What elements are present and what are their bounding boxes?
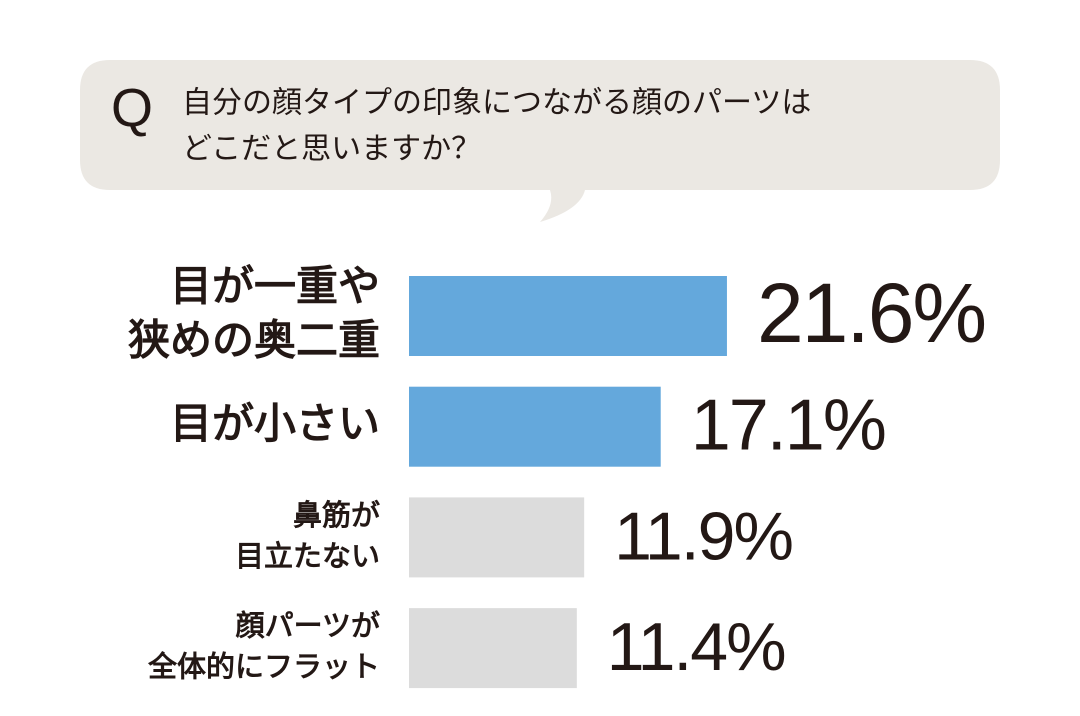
bar [409, 497, 585, 578]
value-label: 11.9% [614, 498, 792, 574]
question-line: どこだと思いますか？ [182, 132, 481, 167]
question-line: 自分の顔タイプの印象につながる顔のパーツは [182, 86, 811, 121]
value-label: 17.1% [691, 386, 885, 466]
category-label: 鼻筋が [293, 498, 380, 532]
value-label: 11.4% [607, 609, 785, 685]
category-label: 狭めの奥二重 [128, 316, 380, 365]
bar [409, 276, 727, 356]
value-label: 21.6% [757, 266, 985, 360]
speech-bubble [80, 60, 1000, 222]
bar [409, 608, 577, 689]
category-label: 目が一重や [170, 262, 380, 311]
q-mark: Q [111, 78, 153, 138]
bar [409, 386, 661, 467]
category-label: 目が小さい [170, 399, 380, 448]
category-label: 全体的にフラット [147, 650, 380, 684]
category-label: 顔パーツが [235, 609, 380, 643]
category-label: 目立たない [235, 539, 380, 573]
